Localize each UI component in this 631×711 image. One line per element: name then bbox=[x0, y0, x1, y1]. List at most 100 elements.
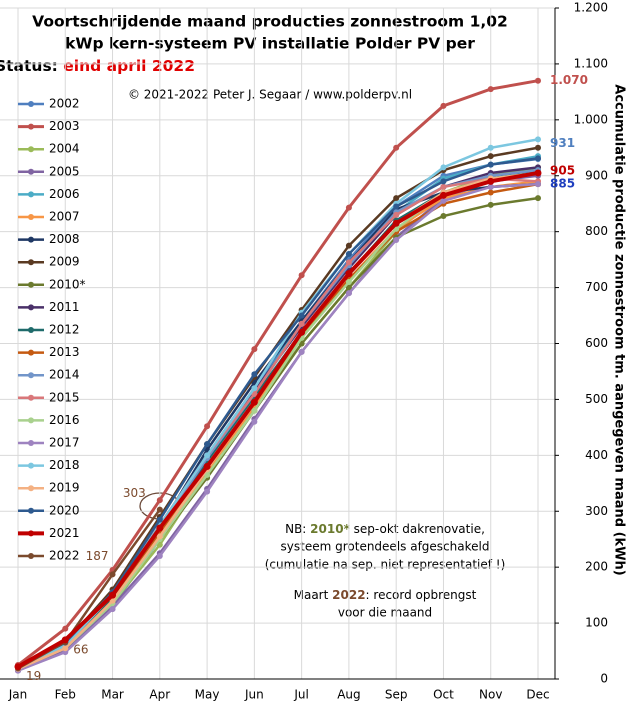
x-tick-label: Jul bbox=[293, 688, 308, 702]
x-tick-label: Feb bbox=[55, 688, 76, 702]
note-text: sep-okt dakrenovatie, bbox=[350, 522, 485, 536]
legend-marker bbox=[28, 101, 34, 107]
legend-label: 2004 bbox=[49, 142, 80, 156]
point bbox=[345, 242, 352, 249]
legend-label: 2015 bbox=[49, 390, 80, 404]
legend-marker bbox=[28, 372, 34, 379]
point bbox=[345, 259, 352, 266]
data-label: 905 bbox=[550, 163, 575, 177]
x-tick-label: Sep bbox=[385, 688, 408, 702]
legend-marker bbox=[28, 553, 34, 559]
legend-label: 2013 bbox=[49, 345, 80, 359]
point bbox=[251, 407, 258, 414]
point bbox=[62, 625, 69, 632]
data-label: 303 bbox=[123, 486, 146, 500]
note: NB: 2010* sep-okt dakrenovatie, bbox=[285, 522, 485, 536]
point bbox=[439, 191, 447, 199]
y-tick-label: 400 bbox=[585, 448, 608, 462]
point bbox=[535, 136, 541, 143]
note-year: 2010* bbox=[310, 522, 350, 536]
series-line bbox=[17, 79, 539, 667]
note: systeem grotendeels afgeschakeld bbox=[281, 540, 490, 554]
legend-marker bbox=[28, 462, 34, 469]
legend-label: 2017 bbox=[49, 436, 80, 450]
point bbox=[204, 423, 211, 430]
point bbox=[535, 77, 541, 84]
title-text: kalenderjaar (kWh). Status: bbox=[0, 57, 63, 75]
legend-label: 2018 bbox=[49, 458, 80, 472]
point bbox=[250, 398, 258, 406]
x-tick-label: Jun bbox=[244, 688, 264, 702]
legend-label: 2006 bbox=[49, 187, 80, 201]
point bbox=[487, 189, 494, 196]
point bbox=[487, 183, 494, 190]
point bbox=[392, 219, 400, 227]
data-label: 885 bbox=[550, 177, 575, 191]
legend-marker bbox=[28, 214, 34, 220]
x-tick-label: Nov bbox=[479, 688, 502, 702]
note-text: Maart bbox=[294, 588, 333, 602]
y-tick-label: 200 bbox=[585, 560, 608, 574]
point bbox=[345, 204, 352, 211]
legend-label: 2005 bbox=[49, 164, 80, 178]
point bbox=[156, 497, 163, 504]
legend-label: 2009 bbox=[49, 255, 80, 269]
legend-label: 2020 bbox=[49, 503, 80, 517]
point bbox=[535, 144, 541, 151]
point bbox=[251, 385, 258, 392]
point bbox=[14, 663, 22, 671]
point bbox=[204, 441, 211, 448]
legend-label: 2008 bbox=[49, 232, 80, 246]
data-label: 187 bbox=[86, 549, 109, 563]
legend-label: 2012 bbox=[49, 323, 80, 337]
point bbox=[487, 86, 494, 93]
point bbox=[534, 169, 542, 177]
note-text: NB: bbox=[285, 522, 310, 536]
point bbox=[345, 278, 352, 285]
data-label: 931 bbox=[550, 136, 575, 150]
point bbox=[156, 516, 163, 523]
chart-title: kalenderjaar (kWh). Status: eind april 2… bbox=[0, 57, 195, 75]
note: (cumulatie na sep. niet representatief !… bbox=[265, 558, 506, 572]
legend-marker bbox=[28, 349, 34, 356]
point bbox=[251, 418, 258, 425]
y-axis-title: Accumulatie productie zonnestroom tm. aa… bbox=[612, 84, 627, 575]
legend-label: 2003 bbox=[49, 119, 80, 133]
point bbox=[298, 312, 305, 319]
point bbox=[440, 213, 447, 220]
data-label: 1.070 bbox=[550, 73, 588, 87]
legend-marker bbox=[28, 259, 34, 266]
legend-label: 2011 bbox=[49, 300, 80, 314]
point bbox=[251, 346, 258, 353]
legend-marker bbox=[28, 485, 34, 492]
point bbox=[440, 102, 447, 109]
point bbox=[156, 506, 163, 513]
legend-marker bbox=[28, 168, 34, 175]
chart-title: kWp kern-systeem PV installatie Polder P… bbox=[65, 35, 475, 53]
x-tick-label: Dec bbox=[526, 688, 549, 702]
point bbox=[487, 201, 494, 208]
legend-label: 2022 bbox=[49, 549, 80, 563]
x-tick-label: Aug bbox=[337, 688, 360, 702]
series-line bbox=[17, 170, 539, 669]
legend-marker bbox=[28, 440, 34, 446]
data-label: 66 bbox=[73, 643, 88, 657]
y-tick-label: 500 bbox=[585, 392, 608, 406]
point bbox=[440, 178, 447, 185]
note-text: : record opbrengst bbox=[366, 588, 477, 602]
y-tick-label: 1.000 bbox=[574, 112, 608, 126]
legend-marker bbox=[28, 327, 34, 333]
y-tick-label: 700 bbox=[585, 280, 608, 294]
point bbox=[487, 161, 494, 168]
x-tick-label: Apr bbox=[149, 688, 170, 702]
point bbox=[204, 488, 211, 495]
point bbox=[204, 452, 211, 459]
point bbox=[487, 177, 495, 185]
point bbox=[440, 164, 447, 171]
point bbox=[109, 606, 116, 613]
legend-label: 2007 bbox=[49, 210, 80, 224]
legend-marker bbox=[28, 394, 34, 401]
point bbox=[393, 144, 400, 151]
status: eind april 2022 bbox=[63, 57, 195, 75]
